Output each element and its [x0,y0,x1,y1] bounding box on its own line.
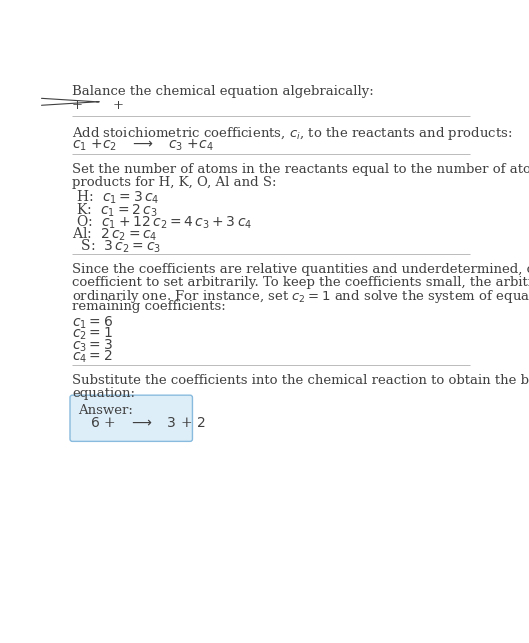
Text: Al:  $2\,c_2 = c_4$: Al: $2\,c_2 = c_4$ [72,226,158,243]
Text: O:  $c_1 + 12\,c_2 = 4\,c_3 + 3\,c_4$: O: $c_1 + 12\,c_2 = 4\,c_3 + 3\,c_4$ [72,213,252,231]
Text: ordinarily one. For instance, set $c_2 = 1$ and solve the system of equations fo: ordinarily one. For instance, set $c_2 =… [72,288,529,305]
FancyBboxPatch shape [70,395,193,441]
Text: $c_1$ $+c_2$   $\longrightarrow$   $c_3$ $+c_4$: $c_1$ $+c_2$ $\longrightarrow$ $c_3$ $+c… [72,137,214,152]
Text: Since the coefficients are relative quantities and underdetermined, choose a: Since the coefficients are relative quan… [72,264,529,276]
Text: H:  $c_1 = 3\,c_4$: H: $c_1 = 3\,c_4$ [72,189,160,206]
Text: +: + [72,99,88,112]
Text: $c_3 = 3$: $c_3 = 3$ [72,338,113,354]
Text: remaining coefficients:: remaining coefficients: [72,300,226,313]
Text: Substitute the coefficients into the chemical reaction to obtain the balanced: Substitute the coefficients into the che… [72,374,529,387]
Text: products for H, K, O, Al and S:: products for H, K, O, Al and S: [72,176,277,188]
Text: Balance the chemical equation algebraically:: Balance the chemical equation algebraica… [72,85,374,98]
Text: +: + [113,99,124,112]
Text: $c_4 = 2$: $c_4 = 2$ [72,349,113,365]
Text: Add stoichiometric coefficients, $c_i$, to the reactants and products:: Add stoichiometric coefficients, $c_i$, … [72,125,513,142]
Text: $c_2 = 1$: $c_2 = 1$ [72,326,113,342]
Text: $c_1 = 6$: $c_1 = 6$ [72,314,114,331]
Text: equation:: equation: [72,386,135,400]
Text: coefficient to set arbitrarily. To keep the coefficients small, the arbitrary va: coefficient to set arbitrarily. To keep … [72,276,529,289]
Text: Set the number of atoms in the reactants equal to the number of atoms in the: Set the number of atoms in the reactants… [72,163,529,176]
Text: Answer:: Answer: [78,404,133,417]
Text: $6$ +   $\longrightarrow$   $3$ + $2$: $6$ + $\longrightarrow$ $3$ + $2$ [77,416,205,430]
Text: S:  $3\,c_2 = c_3$: S: $3\,c_2 = c_3$ [72,238,161,255]
Text: K:  $c_1 = 2\,c_3$: K: $c_1 = 2\,c_3$ [72,201,158,219]
